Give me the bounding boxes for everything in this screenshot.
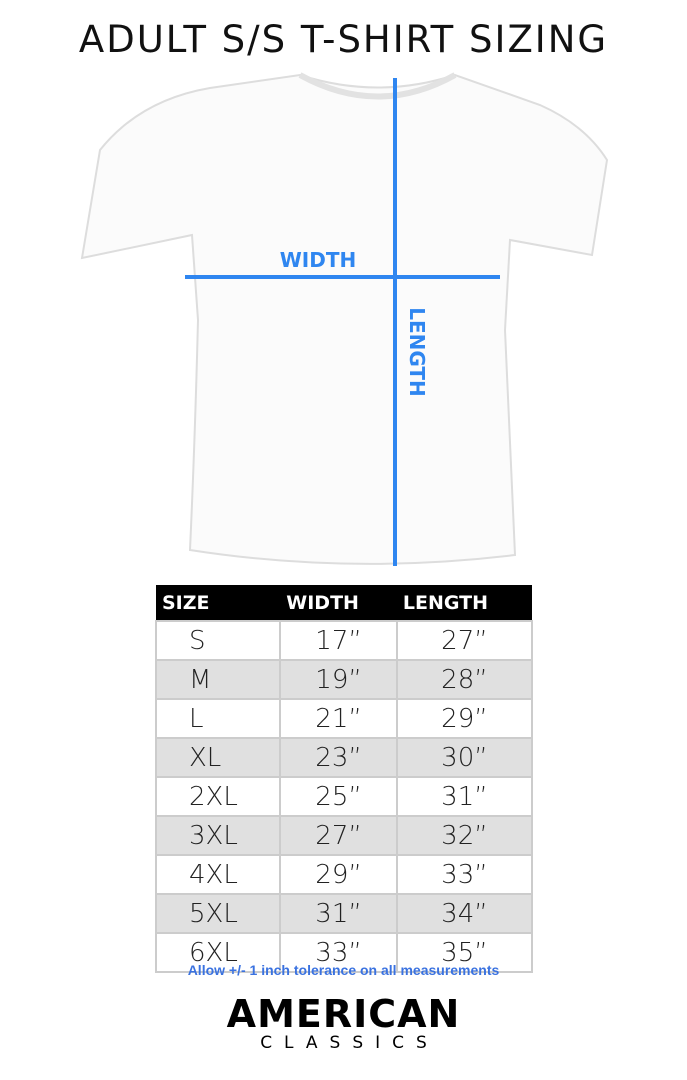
tshirt-shape [80, 73, 609, 565]
brand-logo: AMERICAN CLASSICS [0, 995, 687, 1053]
cell-size: 6XL [154, 932, 282, 973]
header-width: WIDTH [280, 585, 397, 621]
cell-size: XL [154, 737, 282, 778]
cell-size: L [154, 698, 282, 739]
cell-width: 19” [279, 659, 398, 700]
cell-length: 35” [395, 932, 534, 973]
cell-width: 21” [279, 698, 398, 739]
cell-length: 29” [395, 698, 534, 739]
cell-length: 33” [395, 854, 534, 895]
cell-width: 27” [279, 815, 398, 856]
cell-size: M [154, 659, 282, 700]
cell-size: 5XL [154, 893, 282, 934]
header-length: LENGTH [396, 585, 532, 621]
cell-length: 31” [395, 776, 534, 817]
cell-size: 2XL [154, 776, 282, 817]
width-label: WIDTH [280, 248, 356, 272]
table-row: 2XL 25” 31” [154, 776, 534, 817]
length-label: LENGTH [405, 307, 429, 397]
table-row: S 17” 27” [154, 620, 534, 661]
cell-width: 17” [279, 620, 398, 661]
size-table: SIZE WIDTH LENGTH S 17” 27” M 19” 28” L 21” 29” X… [154, 585, 534, 973]
cell-size: 4XL [154, 854, 282, 895]
cell-length: 30” [395, 737, 534, 778]
table-row: 3XL 27” 32” [154, 815, 534, 856]
cell-width: 33” [279, 932, 398, 973]
logo-line2: CLASSICS [260, 1033, 439, 1053]
logo-line1: AMERICAN [226, 992, 461, 1036]
cell-width: 25” [279, 776, 398, 817]
table-row: 5XL 31” 34” [154, 893, 534, 934]
cell-length: 32” [395, 815, 534, 856]
cell-length: 27” [395, 620, 534, 661]
cell-width: 23” [279, 737, 398, 778]
tolerance-note: Allow +/- 1 inch tolerance on all measur… [187, 962, 500, 978]
table-row: M 19” 28” [154, 659, 534, 700]
tshirt-diagram: WIDTH LENGTH [80, 72, 609, 566]
cell-size: 3XL [154, 815, 282, 856]
cell-width: 31” [279, 893, 398, 934]
collar [298, 72, 457, 100]
table-row: L 21” 29” [154, 698, 534, 739]
cell-width: 29” [279, 854, 398, 895]
table-row: XL 23” 30” [154, 737, 534, 778]
cell-length: 28” [395, 659, 534, 700]
page-title: ADULT S/S T-SHIRT SIZING [78, 18, 609, 61]
cell-length: 34” [395, 893, 534, 934]
cell-size: S [154, 620, 282, 661]
table-row: 4XL 29” 33” [154, 854, 534, 895]
header-size: SIZE [156, 585, 281, 621]
table-row: 6XL 33” 35” [154, 932, 534, 973]
